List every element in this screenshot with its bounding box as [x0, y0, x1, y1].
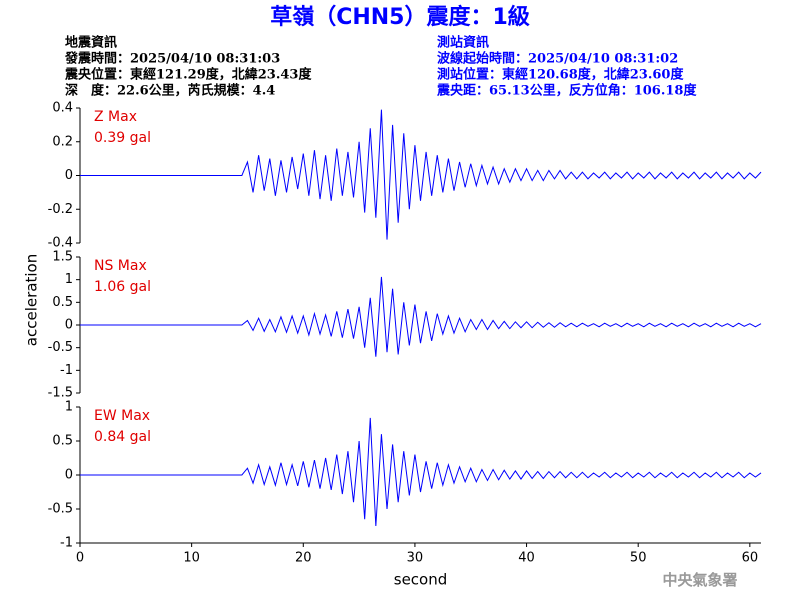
max-label: 1.06 gal — [94, 279, 151, 295]
y-tick-label: 1 — [65, 272, 73, 287]
header-right: 測站資訊 — [437, 35, 489, 51]
max-label: 0.84 gal — [94, 429, 151, 445]
y-tick-label: 0 — [65, 318, 73, 333]
header-left: 地震資訊 — [65, 35, 117, 51]
chart-title: 草嶺（CHN5）震度：1級 — [270, 4, 530, 30]
x-tick-label: 0 — [76, 551, 84, 566]
y-tick-label: 0 — [65, 168, 73, 183]
header-left: 發震時間：2025/04/10 08:31:03 — [64, 51, 280, 67]
x-axis-label: second — [394, 571, 448, 589]
waveform — [80, 109, 762, 240]
x-tick-label: 60 — [742, 551, 759, 566]
y-tick-label: 0.4 — [52, 101, 73, 116]
y-tick-label: 0.2 — [52, 134, 73, 149]
x-tick-label: 50 — [630, 551, 647, 566]
y-tick-label: -1 — [60, 536, 73, 551]
header-right: 測站位置：東經120.68度，北緯23.60度 — [437, 67, 684, 83]
y-axis-label: acceleration — [23, 254, 41, 346]
max-label: NS Max — [94, 258, 147, 274]
header-left: 深 度：22.6公里，芮氏規模：4.4 — [65, 83, 275, 99]
max-label: Z Max — [94, 109, 137, 125]
y-tick-label: 0 — [65, 468, 73, 483]
y-tick-label: 1 — [65, 400, 73, 415]
x-tick-label: 20 — [295, 551, 312, 566]
y-tick-label: 1.5 — [52, 250, 73, 265]
x-tick-label: 40 — [518, 551, 535, 566]
max-label: EW Max — [94, 408, 150, 424]
y-tick-label: -0.5 — [48, 502, 73, 517]
y-tick-label: 0.5 — [52, 434, 73, 449]
y-tick-label: -1 — [60, 363, 73, 378]
header-right: 震央距：65.13公里，反方位角：106.18度 — [436, 83, 697, 99]
y-tick-label: 0.5 — [52, 295, 73, 310]
header-left: 震央位置：東經121.29度，北緯23.43度 — [64, 67, 312, 83]
y-tick-label: -0.4 — [48, 236, 73, 251]
footer: 中央氣象署 — [662, 571, 737, 589]
waveform — [80, 417, 762, 527]
y-tick-label: -0.5 — [48, 340, 73, 355]
waveform — [80, 276, 762, 357]
header-right: 波線起始時間：2025/04/10 08:31:02 — [437, 51, 678, 67]
x-tick-label: 10 — [183, 551, 200, 566]
max-label: 0.39 gal — [94, 130, 151, 146]
y-tick-label: -0.2 — [48, 202, 73, 217]
x-tick-label: 30 — [407, 551, 424, 566]
y-tick-label: -1.5 — [48, 386, 73, 401]
